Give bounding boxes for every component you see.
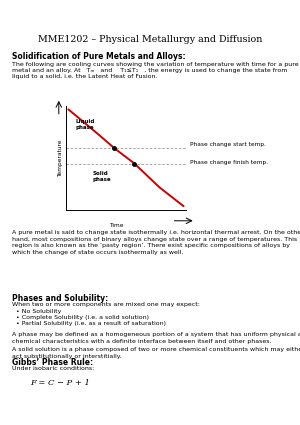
Text: Solid
phase: Solid phase <box>92 171 111 181</box>
Text: Phase change start temp.: Phase change start temp. <box>190 142 266 147</box>
Text: F = C − P + 1: F = C − P + 1 <box>30 379 90 387</box>
Text: Phase change finish temp.: Phase change finish temp. <box>190 160 268 165</box>
Text: A solid solution is a phase composed of two or more chemical constituents which : A solid solution is a phase composed of … <box>12 347 300 359</box>
Text: Solidification of Pure Metals and Alloys:: Solidification of Pure Metals and Alloys… <box>12 52 186 61</box>
Text: The following are cooling curves showing the variation of temperature with time : The following are cooling curves showing… <box>12 62 298 79</box>
Text: • Complete Solubility (i.e. a solid solution): • Complete Solubility (i.e. a solid solu… <box>16 315 149 320</box>
Text: When two or more components are mixed one may expect:: When two or more components are mixed on… <box>12 302 200 307</box>
Text: Gibbs’ Phase Rule:: Gibbs’ Phase Rule: <box>12 358 93 367</box>
Text: A phase may be defined as a homogeneous portion of a system that has uniform phy: A phase may be defined as a homogeneous … <box>12 332 300 344</box>
Text: MME1202 – Physical Metallurgy and Diffusion: MME1202 – Physical Metallurgy and Diffus… <box>38 35 262 44</box>
Text: • No Solubility: • No Solubility <box>16 309 62 314</box>
Y-axis label: Temperature: Temperature <box>58 139 63 177</box>
Text: • Partial Solubility (i.e. as a result of saturation): • Partial Solubility (i.e. as a result o… <box>16 321 166 326</box>
Text: Liquid
phase: Liquid phase <box>76 119 95 130</box>
Text: Under isobaric conditions:: Under isobaric conditions: <box>12 366 94 371</box>
Text: Phases and Solubility:: Phases and Solubility: <box>12 294 108 303</box>
Text: A pure metal is said to change state isothermally i.e. horizontal thermal arrest: A pure metal is said to change state iso… <box>12 230 300 255</box>
Text: Time: Time <box>109 223 124 228</box>
